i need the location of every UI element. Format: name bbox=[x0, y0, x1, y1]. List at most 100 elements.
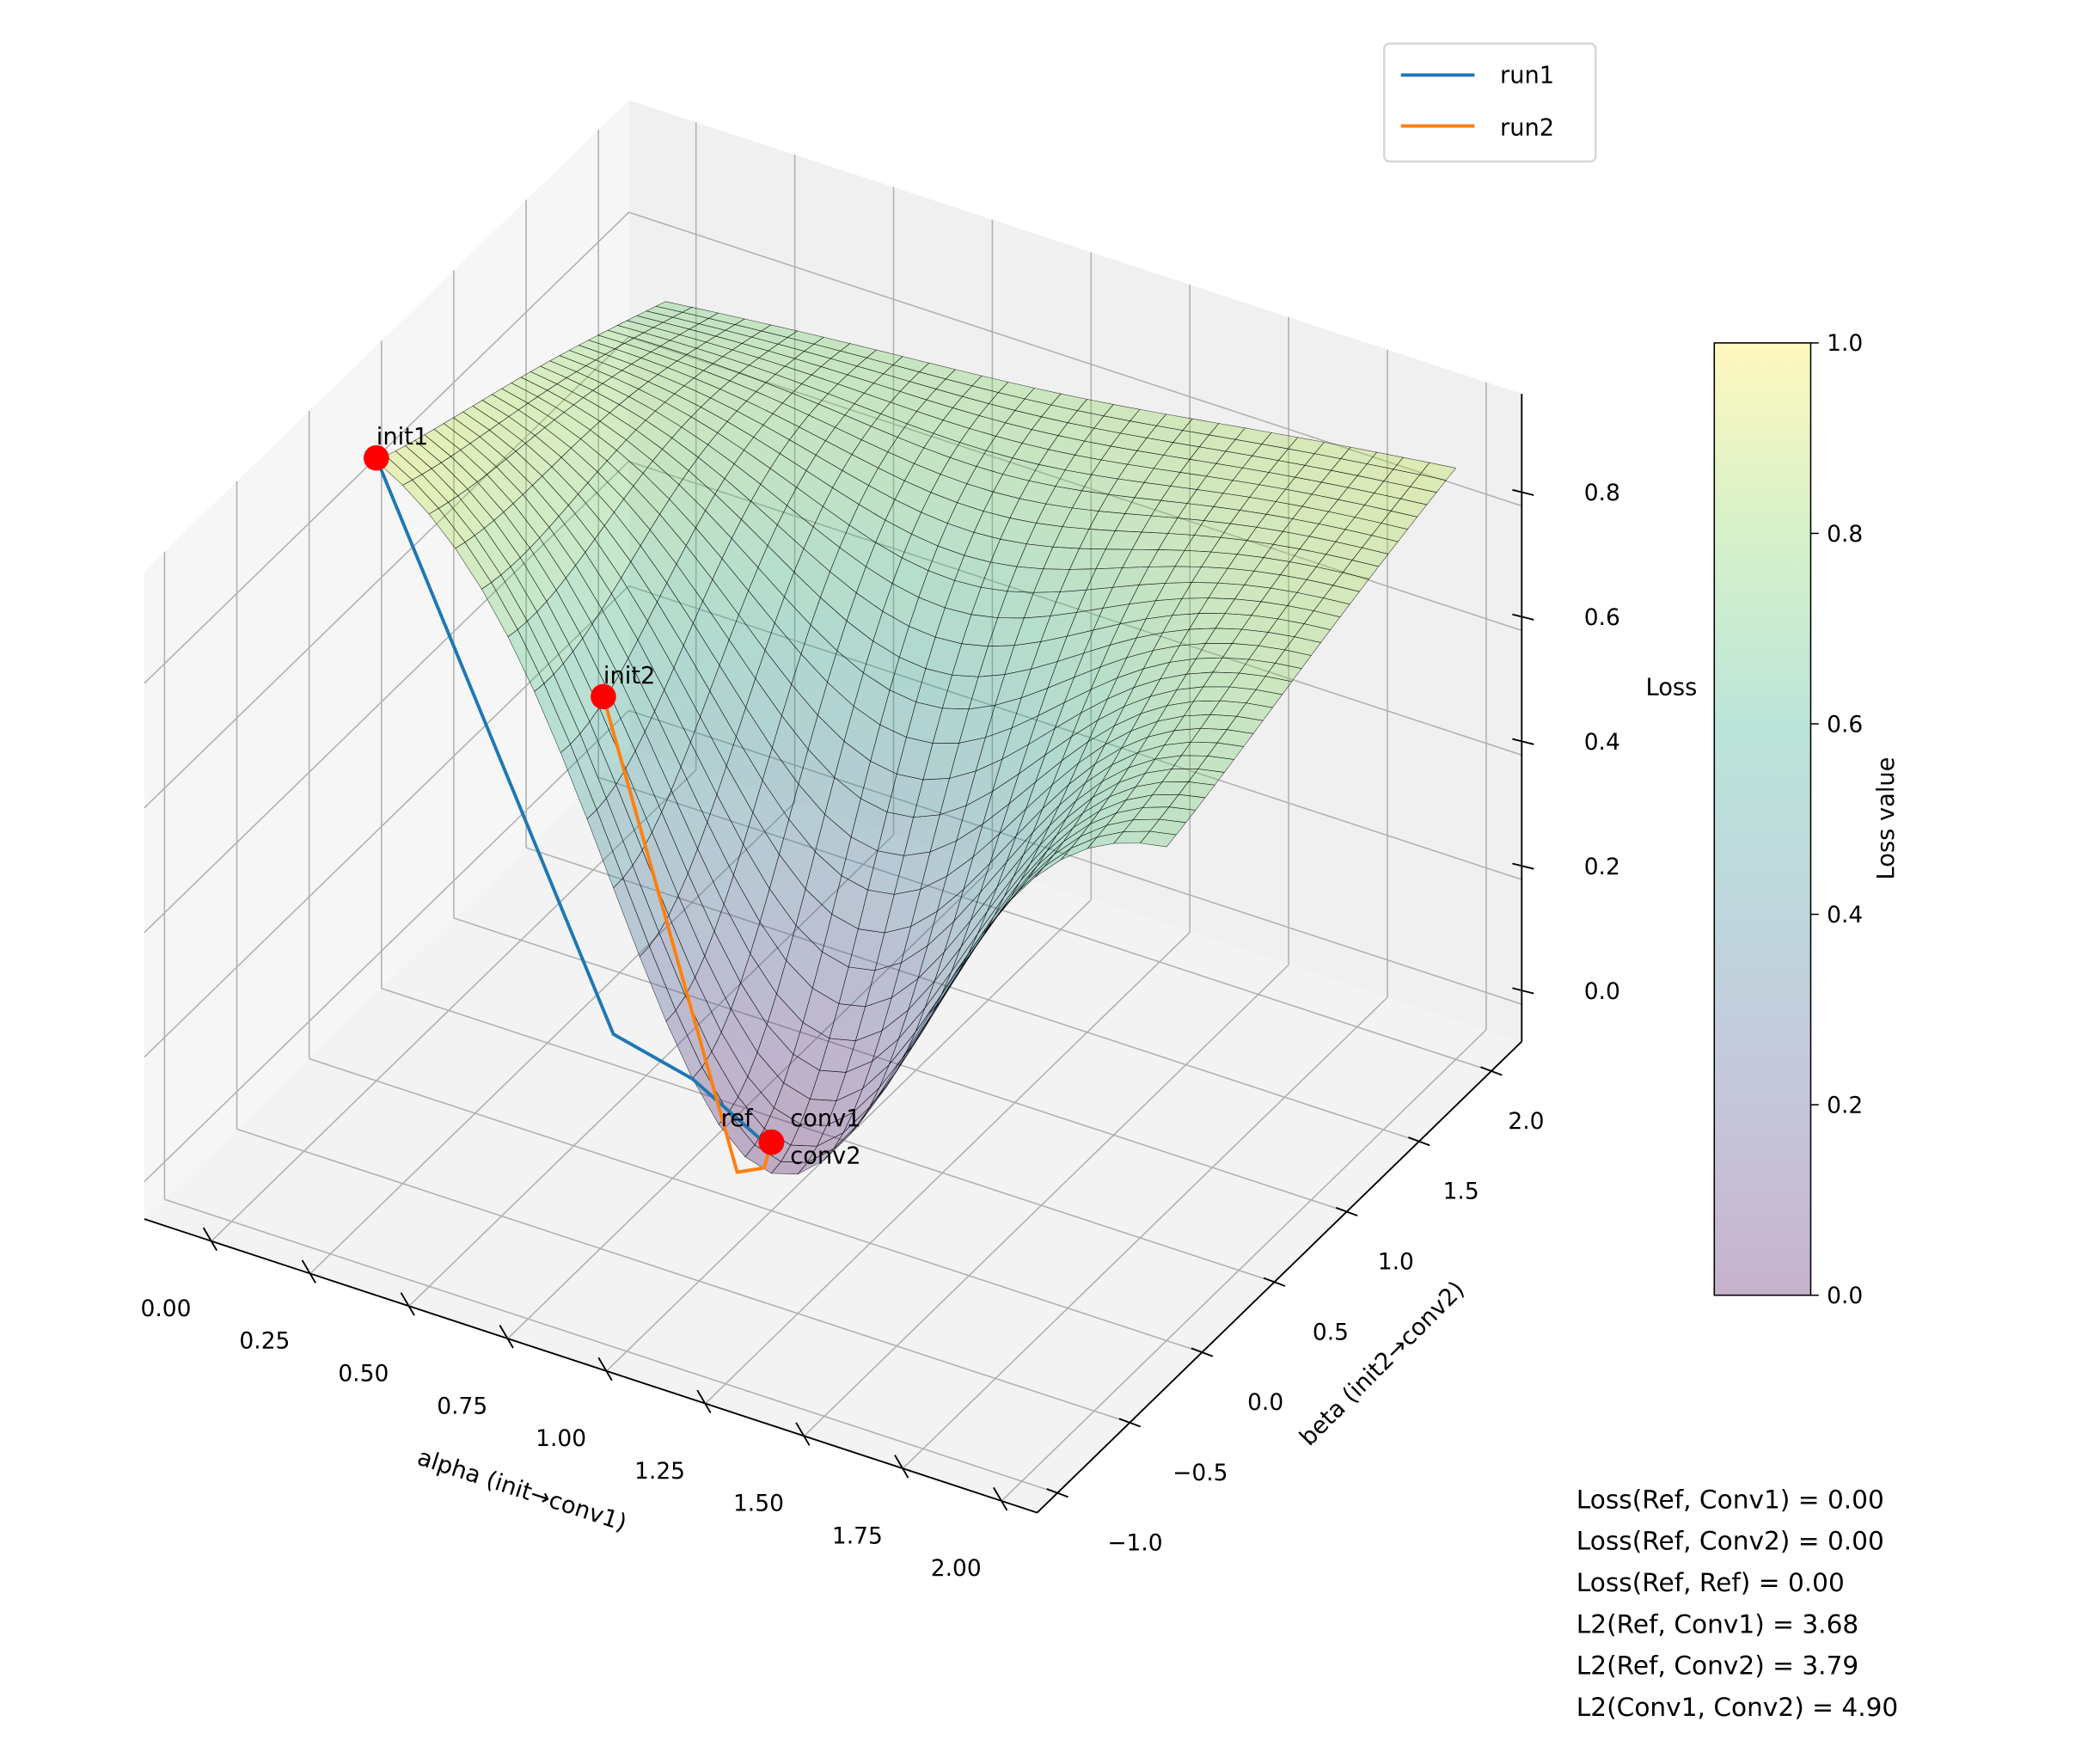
y-tick-mark bbox=[1263, 1277, 1286, 1287]
floor-pane bbox=[144, 747, 1522, 1513]
x-tick-mark bbox=[993, 1486, 1008, 1511]
y-tick-mark bbox=[1408, 1136, 1430, 1147]
x-tick-mark bbox=[894, 1455, 909, 1479]
y-axis-label: beta (init2→conv2) bbox=[1295, 1277, 1470, 1452]
z-tick-mark bbox=[1512, 987, 1534, 995]
floor-gridline bbox=[309, 801, 796, 1275]
loss-surface bbox=[376, 301, 1457, 1175]
colorbar-tick-label: 0.4 bbox=[1827, 902, 1863, 928]
z-tick-label: 0.4 bbox=[1584, 729, 1620, 756]
back-gridline bbox=[628, 336, 1522, 632]
marker-init2 bbox=[591, 683, 616, 710]
x-tick-mark bbox=[400, 1292, 415, 1316]
x-tick-mark bbox=[696, 1389, 712, 1414]
colorbar-tick-label: 0.2 bbox=[1827, 1092, 1863, 1118]
colorbar-tick-label: 1.0 bbox=[1827, 330, 1863, 357]
metric-line: Loss(Ref, Conv1) = 0.00 bbox=[1577, 1485, 1884, 1514]
left-gridline bbox=[144, 461, 630, 934]
floor-gridline bbox=[1001, 1029, 1487, 1502]
y-axis-line bbox=[1036, 1040, 1522, 1514]
z-tick-label: 0.2 bbox=[1584, 854, 1620, 880]
y-tick-label: 1.0 bbox=[1378, 1248, 1414, 1275]
y-tick-label: 0.0 bbox=[1247, 1389, 1283, 1416]
y-tick-mark bbox=[1480, 1066, 1503, 1076]
z-axis-label: Loss bbox=[1646, 675, 1698, 701]
floor-gridline bbox=[704, 932, 1191, 1405]
marker-label-ref: ref bbox=[721, 1106, 754, 1132]
colorbar: 0.0 0.2 0.4 0.6 0.8 1.0 Loss value bbox=[1713, 330, 1900, 1309]
left-gridline bbox=[144, 336, 630, 809]
y-tick-label: 0.5 bbox=[1313, 1319, 1349, 1345]
floor-gridline bbox=[211, 769, 697, 1242]
axis-lines bbox=[144, 394, 1534, 1514]
colorbar-tick-label: 0.8 bbox=[1827, 521, 1863, 548]
x-tick-label: 0.00 bbox=[141, 1296, 192, 1322]
x-tick-mark bbox=[301, 1259, 316, 1283]
floor-gridline bbox=[408, 834, 895, 1307]
tick-labels: 0.00 0.25 0.50 0.75 1.00 1.25 1.50 1.75 2.00 −1.0… bbox=[141, 480, 1620, 1582]
floor-gridline bbox=[597, 776, 1492, 1072]
metric-line: L2(Conv1, Conv2) = 4.90 bbox=[1577, 1693, 1898, 1722]
x-tick-label: 1.00 bbox=[536, 1425, 586, 1452]
x-tick-mark bbox=[202, 1227, 218, 1252]
z-tick-mark bbox=[1512, 862, 1534, 870]
y-tick-label: −0.5 bbox=[1172, 1460, 1228, 1486]
marker-label-conv1: conv1 bbox=[790, 1106, 860, 1132]
z-tick-mark bbox=[1512, 613, 1534, 621]
metric-line: L2(Ref, Conv1) = 3.68 bbox=[1577, 1609, 1858, 1639]
x-axis-line bbox=[144, 1218, 1038, 1514]
x-axis-label: alpha (init→conv1) bbox=[414, 1444, 630, 1537]
floor-gridline bbox=[803, 964, 1289, 1437]
x-tick-label: 2.00 bbox=[931, 1555, 982, 1582]
marker-label-init1: init1 bbox=[377, 424, 428, 450]
x-tick-label: 0.50 bbox=[338, 1361, 389, 1388]
surface-patch bbox=[402, 479, 439, 515]
floor-gridline bbox=[309, 1057, 1203, 1353]
colorbar-tick-label: 0.0 bbox=[1827, 1283, 1863, 1309]
marker-label-conv2: conv2 bbox=[790, 1143, 860, 1170]
floor-gridline bbox=[236, 1128, 1130, 1424]
x-tick-label: 1.50 bbox=[733, 1491, 784, 1517]
x-tick-mark bbox=[597, 1357, 613, 1381]
z-tick-mark bbox=[1512, 488, 1534, 496]
metric-line: Loss(Ref, Ref) = 0.00 bbox=[1577, 1568, 1845, 1597]
y-tick-label: 1.5 bbox=[1443, 1179, 1479, 1205]
back-gridline bbox=[628, 460, 1522, 757]
y-tick-mark bbox=[1118, 1418, 1142, 1428]
y-tick-label: 2.0 bbox=[1508, 1108, 1544, 1135]
gridlines bbox=[144, 122, 1522, 1502]
z-tick-label: 0.6 bbox=[1584, 604, 1620, 631]
left-gridline bbox=[144, 709, 630, 1183]
z-tick-label: 0.0 bbox=[1584, 978, 1620, 1005]
markers: init1 init2 conv1 conv2 ref bbox=[364, 424, 861, 1170]
y-tick-mark bbox=[1046, 1488, 1068, 1498]
x-tick-mark bbox=[499, 1325, 514, 1349]
x-tick-label: 0.75 bbox=[437, 1393, 487, 1419]
marker-init1 bbox=[364, 444, 389, 471]
metrics-annotation: Loss(Ref, Conv1) = 0.00 Loss(Ref, Conv2)… bbox=[1577, 1485, 1898, 1721]
floor-gridline bbox=[902, 996, 1388, 1469]
metric-line: Loss(Ref, Conv2) = 0.00 bbox=[1577, 1527, 1884, 1556]
z-tick-label: 0.8 bbox=[1584, 480, 1620, 506]
left-gridline bbox=[144, 585, 630, 1058]
y-tick-mark bbox=[1191, 1347, 1214, 1357]
marker-ref bbox=[758, 1129, 785, 1155]
floor-gridline bbox=[507, 867, 993, 1339]
colorbar-gradient bbox=[1714, 342, 1811, 1296]
y-tick-label: −1.0 bbox=[1107, 1530, 1162, 1557]
legend-label-run1: run1 bbox=[1500, 63, 1554, 89]
floor-gridline bbox=[381, 987, 1275, 1283]
colorbar-tick-label: 0.6 bbox=[1827, 711, 1863, 738]
back-gridline bbox=[628, 709, 1522, 1005]
back-gridline bbox=[628, 585, 1522, 880]
legend: run1 run2 bbox=[1383, 42, 1597, 162]
floor-gridline bbox=[525, 847, 1420, 1142]
x-tick-label: 1.75 bbox=[832, 1522, 883, 1549]
z-tick-mark bbox=[1512, 738, 1534, 745]
floor-gridline bbox=[164, 1198, 1058, 1494]
metric-line: L2(Ref, Conv2) = 3.79 bbox=[1577, 1651, 1858, 1681]
x-tick-mark bbox=[795, 1422, 811, 1446]
colorbar-label: Loss value bbox=[1873, 757, 1900, 880]
surface-patch bbox=[1139, 830, 1177, 848]
